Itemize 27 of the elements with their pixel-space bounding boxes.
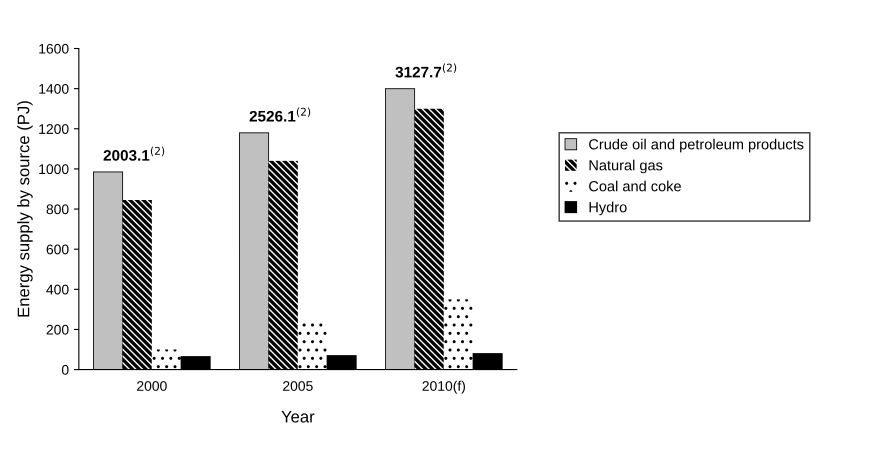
y-tick-label: 1600 (39, 44, 69, 54)
x-tick-label: 2000 (137, 381, 167, 391)
bar (152, 350, 182, 370)
annotation: 2526.1$^{(2)}$ (250, 108, 310, 122)
bar (298, 323, 328, 370)
y-tick-label: 800 (46, 204, 69, 214)
y-tick-label: 1000 (39, 164, 69, 174)
bar (414, 108, 444, 370)
legend-label: Natural gas (590, 160, 662, 174)
x-tick-label: 2010(f) (422, 380, 465, 394)
y-tick-label: 1200 (39, 124, 69, 134)
y-tick-label: 600 (46, 244, 69, 254)
annotation: 2003.1$^{(2)}$ (104, 146, 164, 161)
bar (268, 160, 298, 370)
y-tick-label: 200 (46, 324, 69, 335)
y-tick-label: 400 (46, 284, 69, 294)
y-tick-label: 1400 (39, 84, 69, 94)
legend-label: Coal and coke (589, 180, 681, 192)
legend-label: Hydro (590, 202, 627, 216)
annotation: 3127.7$^{(2)}$ (395, 63, 456, 78)
x-axis-title: Year (281, 410, 314, 423)
bar (444, 299, 474, 370)
y-axis-title: Energy supply by source (PJ) (17, 101, 33, 317)
bar (122, 200, 152, 370)
y-tick-label: 0 (62, 364, 69, 375)
legend-label: Crude oil and petroleum products (589, 138, 804, 152)
x-tick-label: 2005 (283, 381, 313, 391)
